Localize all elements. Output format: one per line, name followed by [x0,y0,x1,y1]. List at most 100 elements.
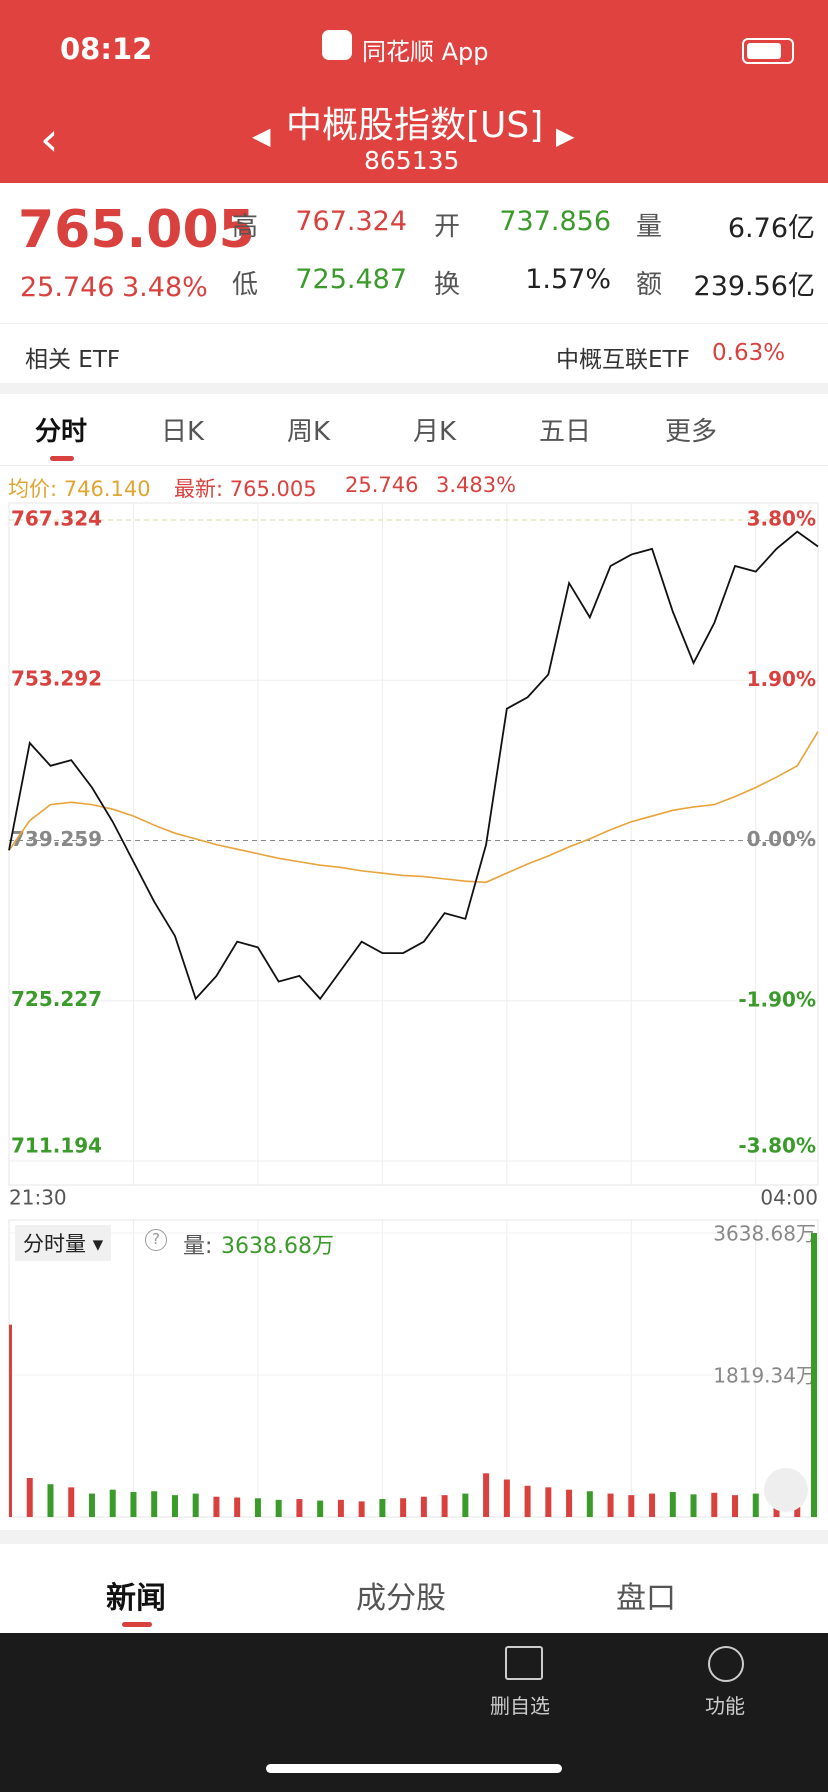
latest-pct: 3.483% [436,473,517,497]
volume-bar [669,1492,676,1517]
divider [0,465,828,466]
y2-tick-label: 0.00% [747,827,816,851]
volume-bar [171,1495,178,1517]
toolbar-remove[interactable]: 删自选 [490,1694,550,1718]
gap [0,383,828,394]
app-icon [322,30,352,60]
volume-bar [88,1493,95,1517]
latest-change: 25.746 [345,473,419,497]
volume-bar [358,1501,365,1517]
volume-bar [379,1499,386,1517]
stat-label: 开 [434,212,461,242]
volume-bar [628,1495,635,1517]
series-line [8,731,819,884]
tab[interactable]: 五日 [539,417,592,447]
volume-bar [649,1493,656,1517]
change-pct: 3.48% [122,272,208,303]
y-tick-label: 753.292 [11,667,102,691]
volume-bar [151,1491,158,1517]
stat-label: 低 [232,270,259,300]
index-title: 中概股指数[US] [286,105,544,146]
volume-bar [213,1496,220,1517]
y2-tick-label: 1.90% [747,667,816,691]
volume-bar [68,1487,75,1517]
volume-bar [462,1493,469,1517]
volume-bar [337,1499,344,1517]
help-icon[interactable]: ? [145,1229,167,1251]
price: 765.005 [18,200,255,260]
stat-value: 737.856 [499,206,611,237]
volume-bar [441,1495,448,1517]
index-code: 865135 [364,146,460,175]
y2-tick-label: 3.80% [747,507,816,531]
volume-bar [296,1499,303,1517]
volume-bar [130,1492,137,1517]
volume-selector[interactable]: 分时量 ▾ [15,1225,112,1261]
stat-label: 换 [434,270,461,300]
volume-bar [524,1485,531,1517]
volume-bar [47,1484,54,1517]
stat-label: 量 [636,212,663,242]
volume-tick-label: 1819.34万 [713,1364,816,1388]
plot-frame [8,502,819,1186]
volume-bar [545,1487,552,1517]
fullscreen-button [764,1468,808,1512]
volume-bar [607,1493,614,1517]
prev-arrow[interactable]: ◀ [252,122,271,150]
latest-label: 最新: 765.005 [174,477,317,501]
volume-bar [711,1492,718,1517]
bottom-tab-underline [122,1622,152,1627]
stat-value: 725.487 [295,264,407,295]
volume-bar [9,1324,12,1517]
y-tick-label: 767.324 [11,507,102,531]
tab[interactable]: 分时 [35,417,88,447]
volume-bar [275,1499,282,1517]
volume-bar [586,1491,593,1517]
stat-value: 239.56亿 [693,271,815,302]
status-app: 同花顺 App [362,38,489,66]
menu-icon[interactable] [708,1646,744,1682]
volume-bar [109,1489,116,1517]
stat-value: 1.57% [525,264,611,295]
volume-bar [690,1494,697,1517]
volume-bar [254,1498,261,1517]
volume-bar [752,1493,759,1517]
series-line [8,530,819,1001]
gap [0,1530,828,1544]
bottom-tab[interactable]: 新闻 [106,1581,166,1616]
tab[interactable]: 月K [413,417,457,447]
y-tick-label: 711.194 [11,1134,102,1158]
volume-bar [317,1500,324,1517]
x-tick-label: 21:30 [9,1186,67,1210]
etf-name: 中概互联ETF [556,347,690,373]
tab[interactable]: 更多 [665,417,718,447]
battery [742,38,794,64]
stat-value: 767.324 [295,206,407,237]
volume-bar [192,1493,199,1517]
etf-pct: 0.63% [712,340,786,366]
bottom-tab[interactable]: 成分股 [356,1581,446,1616]
stat-label: 高 [232,212,259,242]
volume-bar [732,1495,739,1517]
tab[interactable]: 日K [161,417,205,447]
volume-bar [483,1473,490,1517]
back-button[interactable]: ‹ [40,112,59,166]
volume-bar [420,1496,427,1517]
y-tick-label: 725.227 [11,987,102,1011]
volume-bar [26,1477,33,1517]
volume-bar [400,1498,407,1517]
next-arrow[interactable]: ▶ [556,122,575,150]
volume-frame [8,1219,819,1518]
bottom-tab[interactable]: 盘口 [616,1581,676,1616]
volume-selector-label: 分时量 [23,1232,86,1256]
volume-label: 量: [183,1234,213,1259]
status-time: 08:12 [60,32,153,66]
remove-icon[interactable] [505,1646,543,1680]
tab-underline [50,456,74,461]
avg-label: 均价: 746.140 [8,477,151,501]
stat-value: 6.76亿 [727,213,815,244]
tab[interactable]: 周K [287,417,331,447]
home-indicator [266,1764,562,1773]
toolbar-menu[interactable]: 功能 [705,1694,745,1718]
